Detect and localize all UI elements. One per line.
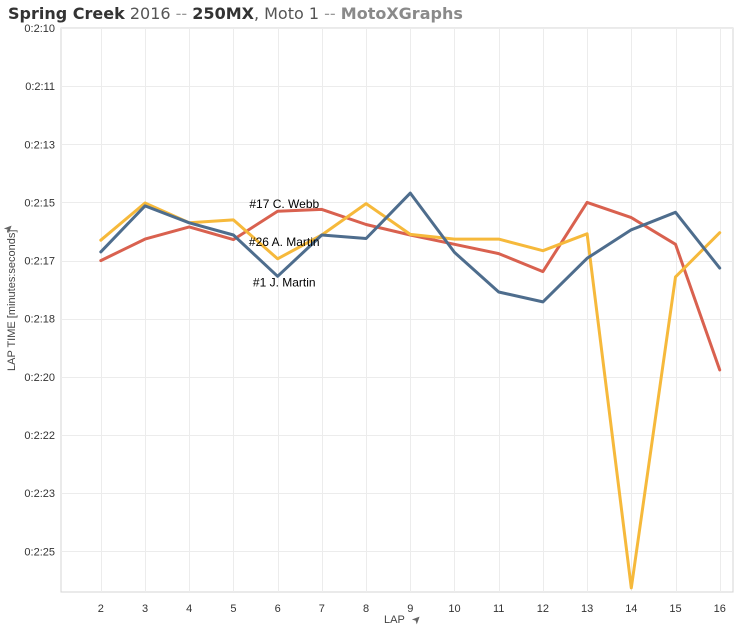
x-tick-label: 15 bbox=[669, 603, 681, 615]
y-tick-label: 0:2:25 bbox=[24, 546, 55, 558]
x-tick-label: 5 bbox=[230, 603, 236, 615]
x-tick-label: 4 bbox=[186, 603, 192, 615]
series-lines bbox=[99, 191, 722, 590]
x-tick-label: 14 bbox=[625, 603, 637, 615]
x-tick-label: 9 bbox=[407, 603, 413, 615]
plot-border bbox=[60, 27, 734, 593]
x-tick-label: 11 bbox=[493, 603, 504, 615]
series-line bbox=[99, 201, 722, 590]
title-separator: -- bbox=[175, 4, 188, 23]
series-line bbox=[99, 191, 722, 304]
x-tick-label: 12 bbox=[537, 603, 549, 615]
series-annotations: #17 C. Webb #26 A. Martin #1 J. Martin bbox=[249, 197, 320, 289]
y-tick-label: 0:2:11 bbox=[25, 81, 55, 93]
x-tick-label: 8 bbox=[363, 603, 369, 615]
series-label: #26 A. Martin bbox=[249, 235, 320, 249]
y-tick-label: 0:2:15 bbox=[24, 197, 55, 209]
title-separator: -- bbox=[324, 4, 336, 23]
title-class: 250MX bbox=[192, 4, 254, 23]
x-axis-label: LAP bbox=[384, 614, 405, 626]
x-tick-label: 3 bbox=[142, 603, 148, 615]
x-tick-label: 6 bbox=[275, 603, 281, 615]
x-tick-label: 13 bbox=[581, 603, 593, 615]
y-axis-ticks: 0:2:10 0:2:11 0:2:13 0:2:15 0:2:17 0:2:18 0:2:… bbox=[24, 23, 55, 558]
y-tick-label: 0:2:13 bbox=[24, 139, 55, 151]
grid bbox=[60, 27, 734, 593]
chart-title: Spring Creek 2016 -- 250MX, Moto 1 -- Mo… bbox=[8, 4, 463, 23]
series-label: #17 C. Webb bbox=[249, 197, 319, 211]
y-tick-label: 0:2:20 bbox=[24, 372, 55, 384]
y-tick-label: 0:2:22 bbox=[24, 430, 55, 442]
y-axis-label: LAP TIME [minutes:seconds] bbox=[6, 229, 18, 371]
title-brand: MotoXGraphs bbox=[340, 4, 463, 23]
series-label: #1 J. Martin bbox=[253, 276, 316, 290]
title-moto: , Moto 1 bbox=[253, 4, 320, 23]
x-tick-label: 2 bbox=[98, 603, 104, 615]
x-tick-label: 7 bbox=[319, 603, 325, 615]
x-tick-label: 16 bbox=[714, 603, 726, 615]
title-year: 2016 bbox=[129, 4, 171, 23]
y-tick-label: 0:2:18 bbox=[24, 314, 55, 326]
title-track: Spring Creek bbox=[8, 4, 125, 23]
y-tick-label: 0:2:17 bbox=[24, 256, 55, 268]
y-tick-label: 0:2:10 bbox=[24, 23, 55, 35]
x-axis-ticks: 2 3 4 5 6 7 8 9 10 11 12 13 14 15 16 bbox=[98, 603, 726, 615]
x-tick-label: 10 bbox=[448, 603, 460, 615]
y-tick-label: 0:2:23 bbox=[24, 488, 55, 500]
